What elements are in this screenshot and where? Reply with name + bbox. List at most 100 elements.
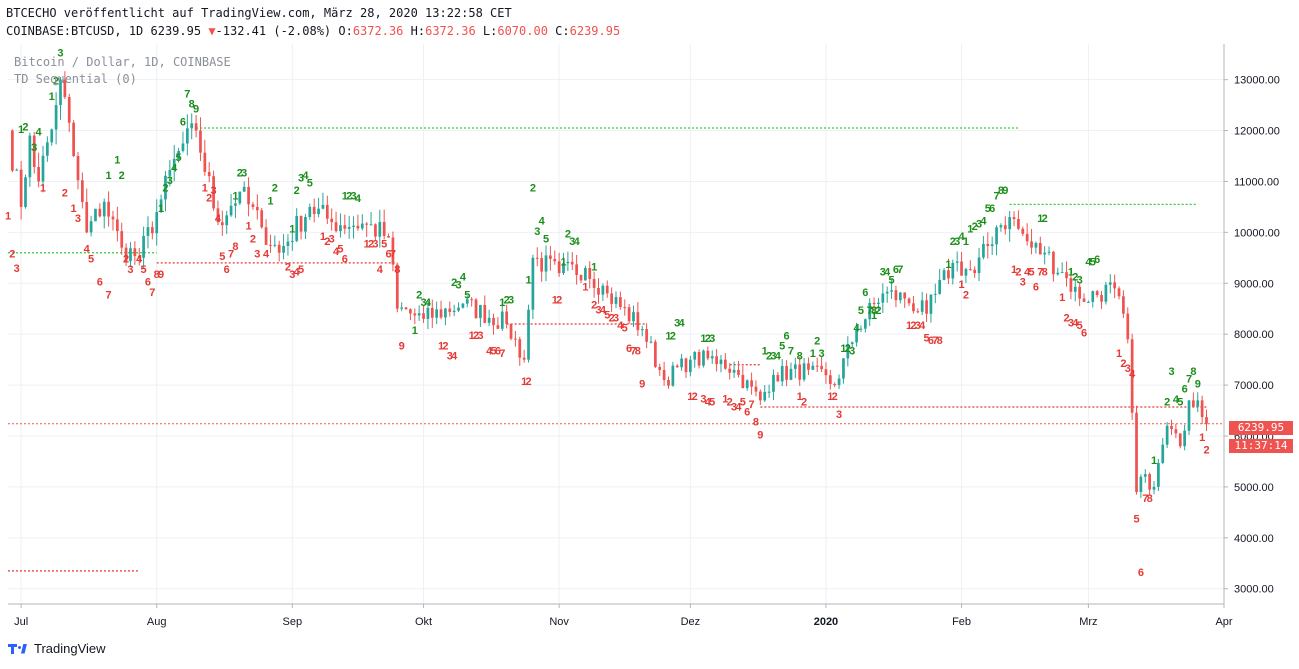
candle-body [505,311,509,324]
candle [1122,290,1125,319]
candle-body [702,350,705,366]
candle [24,174,27,209]
candle [1082,293,1086,302]
candle [378,209,382,248]
candle [225,210,229,235]
candle [1187,400,1191,435]
candle-body [242,186,246,192]
candle-body [549,255,552,259]
candle-body [41,155,45,182]
td-count-label: 4 [333,246,340,258]
candle-body [1113,282,1117,289]
td-count-label: 4 [171,162,178,174]
td-count-label: 2 [62,188,68,200]
candle [1052,250,1055,282]
candle [150,221,154,240]
candle [920,291,924,316]
td-count-label: 1 [591,262,597,274]
td-count-label: 4 [1173,394,1180,406]
td-count-label: 1 [158,203,164,215]
candle [584,265,587,281]
td-count-label: 3 [372,238,378,250]
candle [579,274,583,284]
candle-body [1139,476,1143,492]
high-value: 6372.36 [425,24,476,38]
candle-body [566,261,570,264]
td-count-label: 2 [53,76,59,88]
candle-body [496,325,500,329]
candle [549,246,552,271]
candle [312,198,316,223]
td-count-label: 1 [871,310,877,322]
candle-body [1043,252,1047,255]
td-count-label: 5 [381,238,387,250]
td-count-label: 5 [219,251,225,263]
td-count-label: 1 [106,170,112,182]
candle-body [225,215,229,226]
candle-body [863,319,867,329]
td-count-label: 5 [889,274,895,286]
candle [321,192,325,210]
candle [863,318,867,333]
tradingview-brand[interactable]: TradingView [8,641,106,656]
candle-body [693,351,697,360]
bar-countdown-tag: 11:37:14 [1229,439,1293,453]
y-tick-label: 12000.00 [1234,126,1280,138]
candle [947,258,950,284]
x-tick-label: Dez [681,616,701,628]
candle [1060,262,1064,274]
td-count-label: 1 [202,182,208,194]
candle-body [194,123,198,131]
candle-body [1196,400,1200,407]
candle [1069,267,1073,300]
candle-body [290,240,294,242]
td-count-label: 1 [342,190,348,202]
candle-body [916,311,920,313]
candle-body [715,356,718,365]
candle [907,297,911,306]
low-value: 6070.00 [497,24,548,38]
candle [1043,246,1047,265]
candle [360,214,364,231]
candle [120,222,124,255]
candle-body [207,171,211,177]
td-count-label: 2 [609,312,615,324]
candle [1170,419,1173,435]
candle [1117,286,1121,300]
td-count-label: 5 [1177,396,1183,408]
td-count-label: 5 [543,234,549,246]
td-count-label: 1 [71,203,77,215]
td-count-label: 9 [1002,185,1008,197]
candle-body [662,370,666,380]
indicator-label[interactable]: TD Sequential (0) [14,72,137,86]
candle-body [584,268,587,281]
candle [1078,283,1082,307]
candle [203,139,207,176]
candle-body [24,177,27,207]
candle-body [457,307,460,311]
td-count-label: 9 [1195,379,1201,391]
candle-body [597,288,600,295]
tradingview-name: TradingView [34,641,106,656]
candle [1030,228,1033,255]
candle-body [120,231,124,248]
candle [758,389,762,405]
candle [872,297,876,310]
candle [925,293,928,322]
candle-body [1073,286,1077,292]
candle [1073,278,1077,302]
candle-body [85,201,89,233]
candle [916,308,920,314]
candle [636,302,640,336]
candle [719,354,723,373]
chart-grid [8,44,1225,604]
candle-body [76,156,80,181]
candle [129,242,132,268]
candle [929,294,933,323]
candle [290,232,294,251]
td-count-label: 1 [945,259,951,271]
candle [737,360,740,378]
candle [885,286,889,303]
td-count-label: 5 [298,264,304,276]
